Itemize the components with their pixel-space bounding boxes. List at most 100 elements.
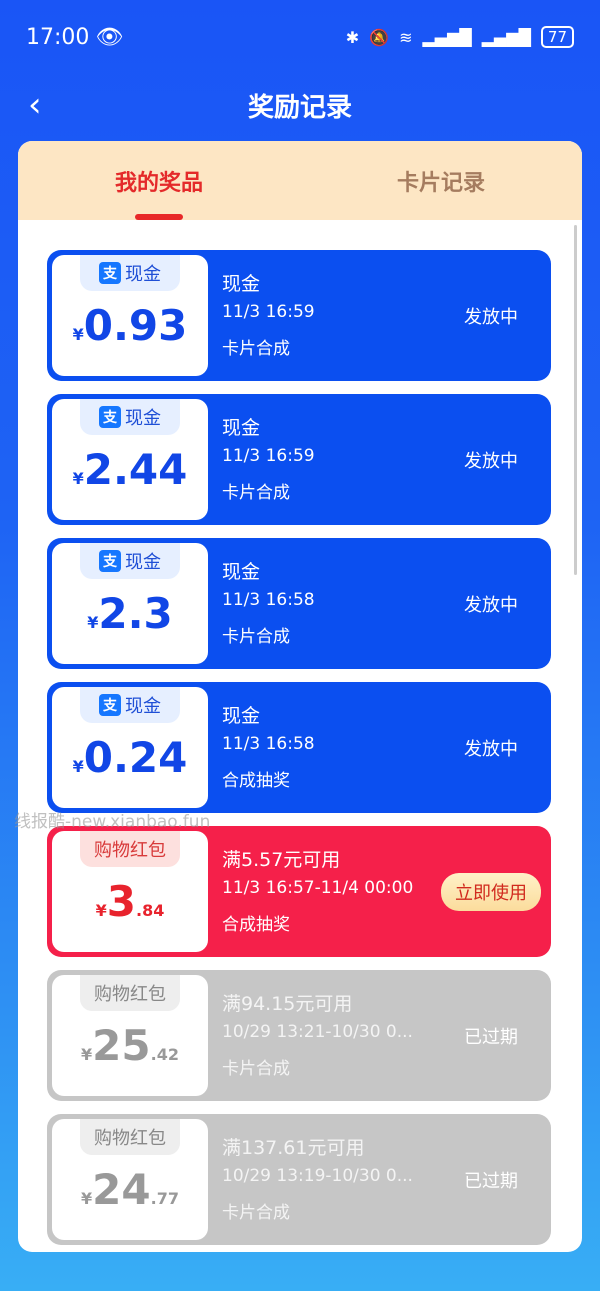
- reward-time: 10/29 13:21-10/30 0...: [222, 1022, 413, 1042]
- amount-box: 购物红包 ¥25.42: [52, 975, 208, 1096]
- amount: ¥0.93: [73, 301, 188, 350]
- page-title: 奖励记录: [247, 92, 352, 123]
- status-text: 发放中: [464, 450, 518, 472]
- reward-source: 卡片合成: [222, 627, 290, 647]
- reward-info: 现金 11/3 16:58 合成抽奖: [208, 687, 436, 808]
- reward-status: 发放中: [436, 543, 546, 664]
- reward-type-badge: 支现金: [80, 543, 180, 579]
- amount: ¥25.42: [81, 1021, 179, 1070]
- reward-time: 11/3 16:58: [222, 734, 315, 754]
- reward-card[interactable]: 支现金 ¥2.3 现金 11/3 16:58 卡片合成 发放中: [47, 538, 551, 669]
- currency-symbol: ¥: [72, 757, 84, 776]
- reward-info: 满137.61元可用 10/29 13:19-10/30 0... 卡片合成: [208, 1119, 436, 1240]
- amount-box: 支现金 ¥2.3: [52, 543, 208, 664]
- badge-label: 购物红包: [94, 1128, 166, 1149]
- reward-time: 10/29 13:19-10/30 0...: [222, 1166, 413, 1186]
- reward-type-badge: 购物红包: [80, 831, 180, 867]
- badge-label: 现金: [125, 264, 161, 285]
- reward-time: 11/3 16:59: [222, 302, 315, 322]
- reward-source: 卡片合成: [222, 1203, 290, 1223]
- amount-box: 购物红包 ¥24.77: [52, 1119, 208, 1240]
- amount-decimal: .84: [136, 901, 165, 920]
- header: ‹ 奖励记录: [0, 80, 600, 130]
- reward-name: 满5.57元可用: [222, 849, 341, 871]
- reward-time: 11/3 16:58: [222, 590, 315, 610]
- amount-decimal: .77: [150, 1189, 179, 1208]
- reward-name: 满137.61元可用: [222, 1137, 365, 1159]
- badge-label: 现金: [125, 696, 161, 717]
- reward-status: 已过期: [436, 1119, 546, 1240]
- amount: ¥2.44: [73, 445, 188, 494]
- amount-integer: 0.24: [83, 733, 188, 782]
- amount: ¥0.24: [73, 733, 188, 782]
- mute-icon: 🔕: [369, 27, 390, 47]
- reward-source: 卡片合成: [222, 1059, 290, 1079]
- currency-symbol: ¥: [95, 901, 107, 920]
- reward-time: 11/3 16:59: [222, 446, 315, 466]
- reward-info: 满94.15元可用 10/29 13:21-10/30 0... 卡片合成: [208, 975, 436, 1096]
- reward-info: 现金 11/3 16:59 卡片合成: [208, 399, 436, 520]
- status-text: 已过期: [464, 1170, 518, 1192]
- reward-card[interactable]: 购物红包 ¥24.77 满137.61元可用 10/29 13:19-10/30 …: [47, 1114, 551, 1245]
- bluetooth-icon: ✱: [345, 27, 360, 47]
- tab-indicator: [135, 214, 183, 220]
- signal-icon: ▂▄▆█: [422, 27, 472, 47]
- amount-decimal: .42: [150, 1045, 179, 1064]
- alipay-icon: 支: [99, 694, 121, 716]
- reward-source: 卡片合成: [222, 339, 290, 359]
- wifi-icon: ≋: [399, 27, 413, 47]
- reward-info: 满5.57元可用 11/3 16:57-11/4 00:00 合成抽奖: [208, 831, 436, 952]
- amount-box: 支现金 ¥0.24: [52, 687, 208, 808]
- battery-icon: 77: [540, 26, 574, 48]
- reward-status: 发放中: [436, 687, 546, 808]
- reward-status: 发放中: [436, 399, 546, 520]
- amount-integer: 2.44: [83, 445, 188, 494]
- amount-box: 支现金 ¥2.44: [52, 399, 208, 520]
- badge-label: 现金: [125, 408, 161, 429]
- scrollbar[interactable]: [574, 225, 577, 575]
- eye-icon: 👁: [95, 24, 124, 50]
- reward-card[interactable]: 支现金 ¥0.24 现金 11/3 16:58 合成抽奖 发放中: [47, 682, 551, 813]
- amount-integer: 2.3: [98, 589, 173, 638]
- reward-name: 现金: [222, 705, 261, 727]
- reward-name: 满94.15元可用: [222, 993, 353, 1015]
- reward-name: 现金: [222, 561, 261, 583]
- use-now-button[interactable]: 立即使用: [441, 872, 541, 911]
- amount: ¥3.84: [96, 877, 165, 926]
- reward-source: 合成抽奖: [222, 915, 290, 935]
- alipay-icon: 支: [99, 550, 121, 572]
- amount-integer: 0.93: [83, 301, 188, 350]
- reward-card[interactable]: 购物红包 ¥3.84 满5.57元可用 11/3 16:57-11/4 00:00…: [47, 826, 551, 957]
- signal-icon: ▂▄▆█: [481, 27, 531, 47]
- badge-label: 现金: [125, 552, 161, 573]
- reward-type-badge: 购物红包: [80, 975, 180, 1011]
- tab-card-records[interactable]: 卡片记录: [396, 170, 485, 196]
- tab-bar: 我的奖品 卡片记录: [18, 141, 582, 220]
- tab-my-prizes[interactable]: 我的奖品: [114, 170, 203, 196]
- reward-info: 现金 11/3 16:59 卡片合成: [208, 255, 436, 376]
- currency-symbol: ¥: [81, 1045, 93, 1064]
- reward-type-badge: 购物红包: [80, 1119, 180, 1155]
- reward-card[interactable]: 支现金 ¥2.44 现金 11/3 16:59 卡片合成 发放中: [47, 394, 551, 525]
- badge-label: 购物红包: [94, 984, 166, 1005]
- reward-status: 已过期: [436, 975, 546, 1096]
- badge-label: 购物红包: [94, 840, 166, 861]
- reward-name: 现金: [222, 273, 261, 295]
- reward-time: 11/3 16:57-11/4 00:00: [222, 878, 414, 898]
- reward-source: 卡片合成: [222, 483, 290, 503]
- reward-status: 发放中: [436, 255, 546, 376]
- status-text: 已过期: [464, 1026, 518, 1048]
- reward-card[interactable]: 购物红包 ¥25.42 满94.15元可用 10/29 13:21-10/30 0…: [47, 970, 551, 1101]
- amount-integer: 24: [92, 1165, 151, 1214]
- reward-type-badge: 支现金: [80, 687, 180, 723]
- alipay-icon: 支: [99, 262, 121, 284]
- chevron-left-icon[interactable]: ‹: [28, 85, 42, 125]
- alipay-icon: 支: [99, 406, 121, 428]
- status-bar: 17:00 👁 ✱ 🔕 ≋ ▂▄▆█ ▂▄▆█ 77: [26, 20, 574, 54]
- reward-status: 立即使用: [436, 831, 546, 952]
- status-text: 发放中: [464, 738, 518, 760]
- reward-card[interactable]: 支现金 ¥0.93 现金 11/3 16:59 卡片合成 发放中: [47, 250, 551, 381]
- currency-symbol: ¥: [72, 325, 84, 344]
- status-text: 发放中: [464, 306, 518, 328]
- reward-source: 合成抽奖: [222, 771, 290, 791]
